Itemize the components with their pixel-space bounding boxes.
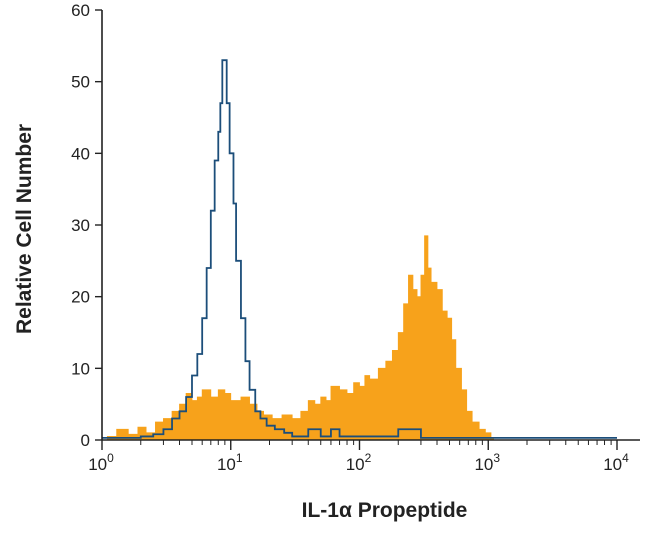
x-tick-label: 104 bbox=[603, 451, 629, 474]
axes bbox=[101, 10, 640, 441]
control-histogram-layer bbox=[102, 59, 617, 439]
y-tick-label: 30 bbox=[71, 216, 90, 235]
x-axis-ticks: 100 101 102 103 104 bbox=[88, 440, 629, 474]
y-tick-label: 60 bbox=[71, 1, 90, 20]
y-tick-label: 50 bbox=[71, 73, 90, 92]
y-tick-label: 40 bbox=[71, 144, 90, 163]
x-tick-label: 101 bbox=[217, 451, 243, 474]
y-axis-ticks: 0 10 20 30 40 50 60 bbox=[71, 1, 102, 450]
sample-histogram-layer bbox=[102, 235, 494, 441]
x-tick-label: 102 bbox=[346, 451, 372, 474]
control-histogram bbox=[102, 59, 617, 439]
y-tick-label: 10 bbox=[71, 359, 90, 378]
x-tick-label: 103 bbox=[474, 451, 500, 474]
x-axis-title: IL-1α Propeptide bbox=[302, 499, 468, 522]
sample-histogram bbox=[102, 235, 494, 441]
y-tick-label: 20 bbox=[71, 288, 90, 307]
y-tick-label: 0 bbox=[81, 431, 90, 450]
x-tick-label: 100 bbox=[88, 451, 114, 474]
y-axis-title: Relative Cell Number bbox=[13, 124, 36, 334]
